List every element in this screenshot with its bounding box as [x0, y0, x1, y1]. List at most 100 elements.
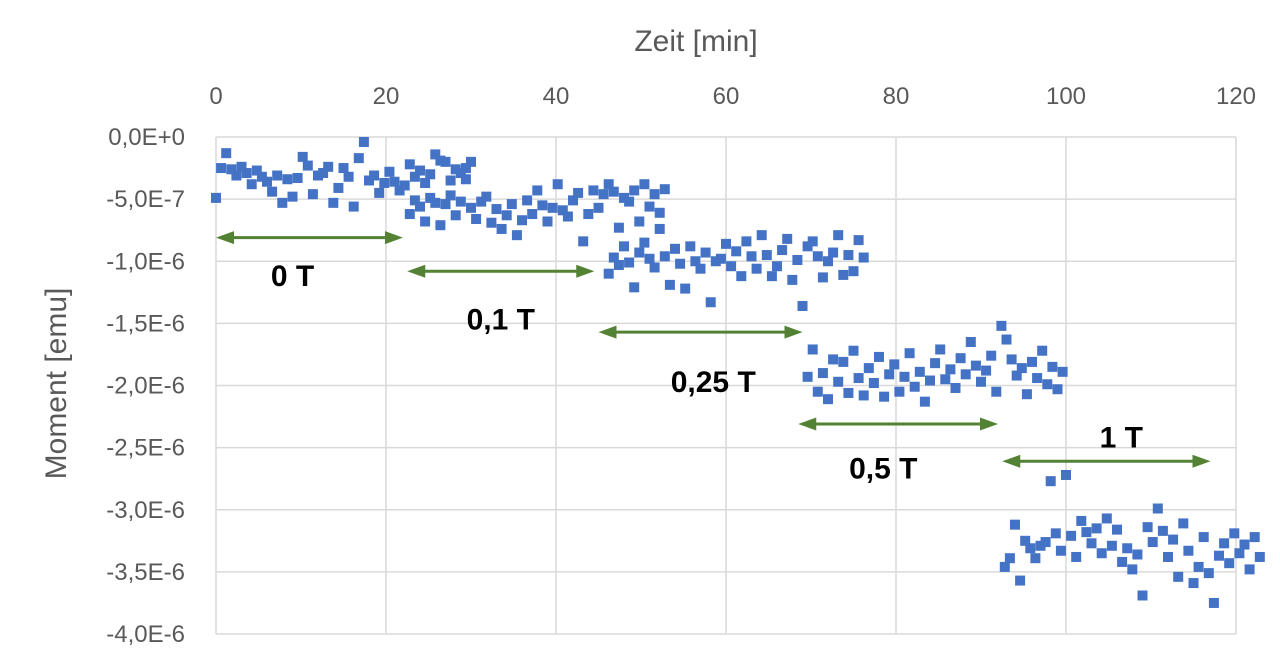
x-tick-label: 80	[883, 83, 910, 110]
data-point	[404, 209, 415, 220]
data-point	[746, 251, 757, 262]
data-point	[517, 215, 527, 226]
data-point	[1219, 538, 1230, 549]
data-point	[216, 163, 227, 174]
data-point	[649, 262, 660, 273]
data-point	[930, 358, 941, 369]
arrowhead-left	[1002, 454, 1021, 468]
data-point	[307, 189, 318, 200]
data-point	[914, 366, 925, 377]
arrowhead-right	[385, 231, 403, 245]
data-point	[659, 184, 670, 195]
data-point	[1229, 528, 1240, 539]
data-point	[1006, 354, 1017, 365]
data-point	[925, 375, 935, 386]
data-point	[624, 196, 635, 207]
data-point	[1178, 518, 1189, 529]
data-point	[1117, 556, 1128, 567]
x-tick-label: 0	[209, 83, 222, 110]
data-point	[817, 272, 828, 283]
data-point	[1112, 524, 1122, 535]
data-point	[430, 149, 441, 160]
arrowhead-left	[407, 264, 426, 278]
data-point	[471, 214, 482, 225]
data-point	[440, 156, 451, 167]
data-point	[741, 236, 752, 247]
data-point	[644, 253, 655, 264]
arrowhead-left	[216, 231, 234, 245]
data-point	[277, 197, 288, 208]
data-point	[440, 199, 451, 210]
data-point	[639, 237, 650, 248]
data-point	[976, 376, 986, 387]
data-point	[644, 201, 655, 212]
y-tick-label: -1,5E-6	[106, 310, 185, 337]
data-point	[751, 263, 762, 274]
data-point	[455, 168, 466, 179]
data-point	[833, 376, 844, 387]
data-point	[1188, 578, 1199, 589]
data-point	[1249, 532, 1260, 543]
data-point	[1157, 525, 1168, 536]
data-point	[986, 350, 997, 361]
data-point	[1127, 564, 1138, 575]
data-point	[838, 269, 849, 280]
data-point	[792, 255, 803, 266]
data-point	[899, 371, 910, 382]
data-point	[1001, 334, 1012, 345]
data-point	[246, 179, 257, 190]
data-point	[221, 148, 232, 159]
data-point	[394, 185, 405, 196]
data-point	[868, 378, 879, 389]
data-point	[593, 202, 604, 213]
data-point	[450, 164, 461, 175]
data-point	[613, 259, 624, 270]
data-point	[466, 156, 476, 167]
data-point	[863, 363, 874, 374]
data-point	[685, 241, 696, 252]
data-point	[1234, 548, 1245, 559]
data-point	[511, 230, 522, 241]
data-point	[955, 353, 966, 364]
data-point	[282, 174, 293, 185]
data-point	[287, 191, 298, 202]
data-point	[1244, 564, 1255, 575]
data-point	[466, 202, 476, 213]
data-point	[772, 261, 782, 272]
data-point	[909, 381, 920, 392]
data-point	[1132, 549, 1143, 560]
data-point	[782, 233, 793, 244]
data-point	[981, 365, 992, 376]
data-point	[807, 344, 818, 355]
data-point	[848, 345, 859, 356]
data-point	[292, 173, 303, 184]
data-point	[613, 222, 624, 233]
y-tick-label: -4,0E-6	[106, 621, 185, 648]
data-point	[1030, 553, 1041, 564]
data-point	[874, 351, 884, 362]
data-point	[603, 268, 614, 279]
data-point	[1198, 532, 1209, 543]
data-point	[532, 185, 543, 196]
data-point	[1027, 356, 1037, 367]
x-tick-labels: 0 20 40 60 80 100 120	[209, 83, 1256, 110]
data-point	[766, 271, 777, 282]
data-point	[935, 344, 946, 355]
data-point	[838, 356, 849, 367]
data-point	[603, 179, 614, 190]
data-point	[1021, 389, 1032, 400]
data-point	[491, 204, 502, 215]
data-point	[1147, 537, 1158, 548]
data-point	[1163, 551, 1173, 562]
data-point	[1183, 545, 1194, 556]
data-point	[639, 179, 650, 190]
data-point	[670, 243, 680, 254]
data-point	[1168, 534, 1179, 545]
data-point	[384, 166, 395, 177]
y-tick-label: -3,5E-6	[106, 559, 185, 586]
arrowhead-left	[598, 325, 617, 339]
data-point	[634, 216, 645, 227]
data-point	[1010, 519, 1020, 530]
y-tick-label: -2,5E-6	[106, 435, 185, 462]
y-axis-title: Moment [emu]	[40, 288, 73, 480]
